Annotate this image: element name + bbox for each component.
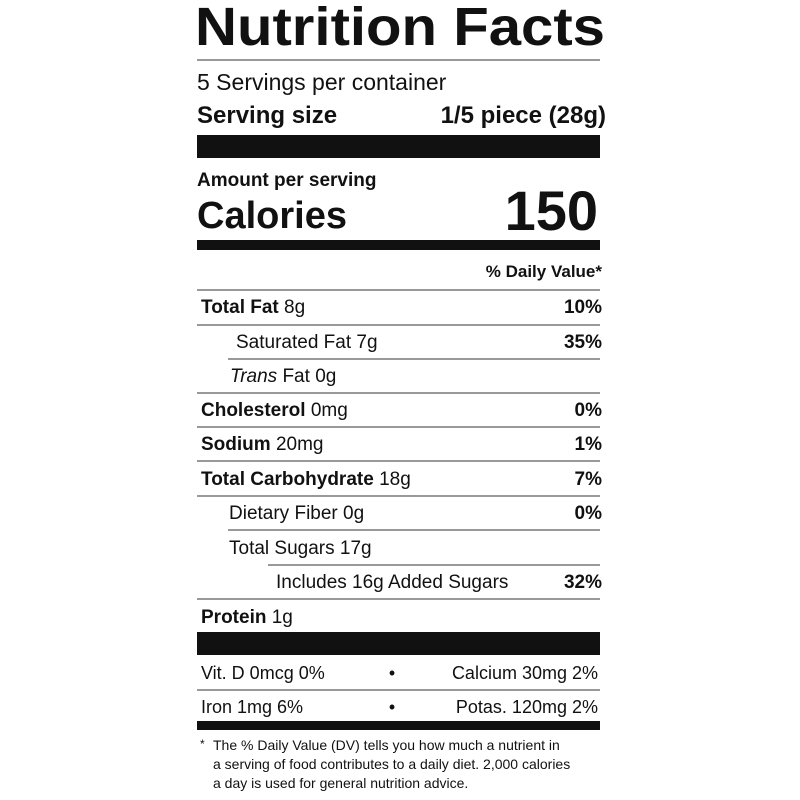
thick-bar [197,632,600,655]
vitamin: Iron 1mg 6% [201,697,303,717]
calories-label: Calories [197,195,347,237]
vitamin: Potas. 120mg 2% [456,697,598,717]
nutrient-amount: 0g [315,366,336,387]
nutrient-dv: 7% [575,469,603,490]
thick-bar [197,721,600,730]
nutrient-amount: 8g [284,297,305,318]
nutrient: Trans Fat 0g [230,366,336,387]
nutrient-dv: 1% [575,434,603,455]
nutrient: Total Fat 8g [201,297,305,318]
nutrient-dv: 0% [575,400,603,421]
daily-value-header: % Daily Value* [486,262,603,281]
nutrient-dv: 32% [564,572,602,593]
footnote-line: a day is used for general nutrition advi… [213,775,468,791]
serving-size-label: Serving size [197,102,337,129]
vitamin: Vit. D 0mcg 0% [201,663,325,683]
nutrient-name: Total Sugars [229,538,335,559]
asterisk: * [200,737,205,751]
nutrient: Dietary Fiber 0g [229,503,364,524]
nutrient-dv: 10% [564,297,602,318]
nutrient-name: Includes 16g Added Sugars [276,572,508,593]
nutrient-amount: 0mg [311,400,348,421]
bullet: • [389,697,395,717]
nutrient: Protein 1g [201,607,293,628]
nutrient-name: Saturated Fat [236,332,352,353]
nutrient-name: Total Fat [201,297,279,318]
servings: 5 Servings per container [197,69,447,95]
nutrient-amount: 17g [340,538,372,559]
nutrient: Cholesterol 0mg [201,400,348,421]
nutrient-name: Fat [282,366,310,387]
calories-value: 150 [505,179,598,242]
serving-size-value: 1/5 piece (28g) [441,102,606,129]
nutrient-dv: 0% [575,503,603,524]
nutrient: Saturated Fat 7g [236,332,378,353]
nutrient-amount: 7g [356,332,377,353]
nutrient-name: Cholesterol [201,400,306,421]
nutrient-name-italic: Trans [230,366,278,387]
nutrient-amount: 1g [272,607,293,628]
thick-bar [197,240,600,250]
nutrient-name: Total Carbohydrate [201,469,374,490]
nutrient-dv: 35% [564,332,602,353]
nutrient-amount: 18g [379,469,411,490]
nutrient-name: Protein [201,607,266,628]
nutrient-name: Dietary Fiber [229,503,338,524]
nutrient-amount: 0g [343,503,364,524]
nutrient: Total Carbohydrate 18g [201,469,411,490]
nutrient: Total Sugars 17g [229,538,372,559]
vitamin: Calcium 30mg 2% [452,663,598,683]
nutrient-name: Sodium [201,434,271,455]
thick-bar [197,135,600,158]
amount-per-serving: Amount per serving [197,170,376,191]
nutrient-amount: 20mg [276,434,324,455]
footnote-line: a serving of food contributes to a daily… [213,756,570,772]
title: Nutrition Facts [195,0,605,57]
footnote-line: The % Daily Value (DV) tells you how muc… [213,737,560,753]
bullet: • [389,663,395,683]
nutrient: Sodium 20mg [201,434,323,455]
